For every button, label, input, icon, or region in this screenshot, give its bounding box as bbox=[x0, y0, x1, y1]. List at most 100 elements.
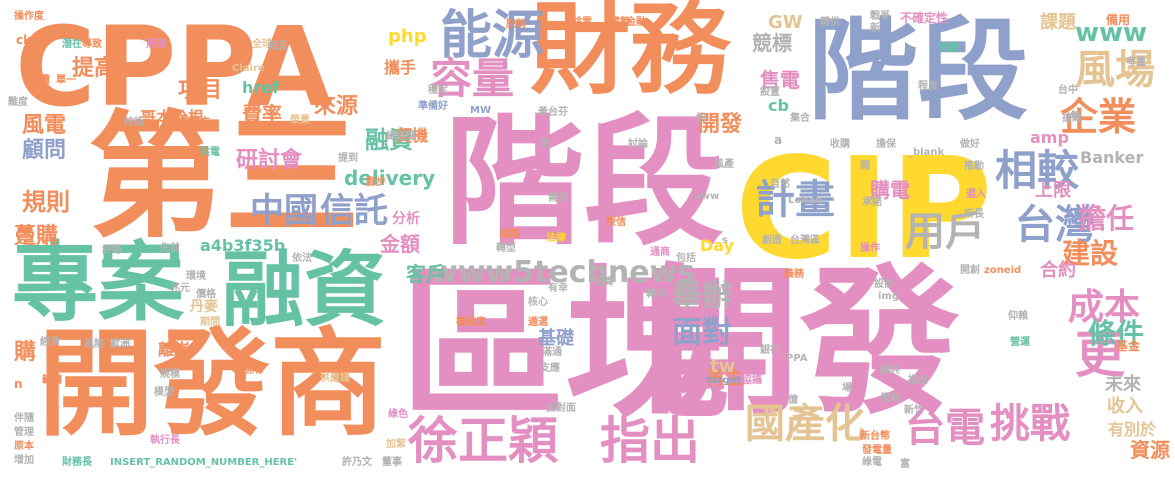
cloud-word: 能源 bbox=[440, 6, 545, 66]
cloud-word: 再生 bbox=[707, 368, 743, 389]
cloud-word: 程度 bbox=[918, 81, 938, 92]
cloud-word: PPA bbox=[786, 353, 808, 364]
cloud-word: 區塊 bbox=[400, 249, 730, 441]
cloud-word: 通商 bbox=[650, 247, 670, 258]
cloud-word: 競標 bbox=[752, 31, 792, 55]
cloud-word: 操作 bbox=[860, 243, 880, 254]
cloud-word: 黃台芬 bbox=[538, 107, 568, 118]
cloud-word: _blank bbox=[908, 147, 945, 158]
cloud-word: 價格 bbox=[196, 289, 216, 300]
cloud-word: www5technews bbox=[430, 255, 696, 290]
cloud-word: 中國 bbox=[250, 191, 318, 231]
cloud-word: 徐正穎 bbox=[408, 412, 558, 470]
cloud-word: 金額 bbox=[380, 232, 420, 256]
cloud-word: 趨勢 bbox=[610, 17, 630, 28]
cloud-word: 億 bbox=[788, 395, 798, 406]
cloud-word: 依法 bbox=[292, 253, 312, 264]
cloud-word: 所長 bbox=[964, 209, 984, 220]
cloud-word: 離岸 bbox=[158, 340, 191, 359]
cloud-word: 成本 bbox=[1068, 287, 1141, 328]
cloud-word: 先前 bbox=[160, 243, 180, 254]
cloud-word: INSERT_RANDOM_NUMBER_HERE' bbox=[110, 457, 298, 468]
cloud-word: 合約 bbox=[1040, 260, 1076, 281]
cloud-word: CIP bbox=[735, 128, 993, 291]
cloud-word: MW bbox=[470, 105, 491, 116]
cloud-word: 協議 bbox=[742, 375, 762, 386]
cloud-word: 延攬 bbox=[30, 75, 50, 86]
cloud-word: 單一 bbox=[56, 75, 76, 86]
cloud-word: 考量 bbox=[1126, 57, 1146, 68]
cloud-word: Lohan bbox=[788, 195, 823, 206]
cloud-word: 國產化 bbox=[745, 401, 865, 447]
cloud-word: 法律 bbox=[546, 233, 566, 244]
cloud-word: 事務所 bbox=[232, 365, 262, 376]
cloud-word: 融資 bbox=[222, 243, 387, 338]
cloud-word: a4b3f35b bbox=[200, 236, 286, 255]
cloud-word: 授信 bbox=[606, 217, 626, 228]
cloud-word: 第三 bbox=[88, 99, 360, 257]
cloud-word: cb bbox=[768, 96, 789, 115]
cloud-word: 台中 bbox=[1058, 85, 1078, 96]
cloud-word: 執行長 bbox=[150, 435, 180, 446]
cloud-word: 許乃文 bbox=[342, 457, 372, 468]
cloud-word: 規則 bbox=[22, 188, 70, 216]
cloud-word: 購 bbox=[14, 340, 37, 365]
cloud-word: 承諾 bbox=[862, 197, 882, 208]
cloud-word: 丹麥 bbox=[190, 299, 218, 315]
cloud-word: 信託 bbox=[320, 191, 388, 231]
cloud-word: 計畫 bbox=[755, 177, 835, 223]
cloud-word: 雨 bbox=[540, 139, 550, 150]
cloud-word: 操作度 bbox=[14, 11, 44, 22]
cloud-word: 售電 bbox=[760, 68, 800, 92]
cloud-word: 新台幣 bbox=[860, 431, 890, 442]
cloud-word: 財務長 bbox=[62, 457, 92, 468]
cloud-word: 風場 bbox=[1075, 47, 1155, 93]
cloud-word: 基金 bbox=[1116, 339, 1141, 353]
cloud-word: 發電量 bbox=[862, 445, 892, 456]
cloud-word: 範疇 bbox=[42, 375, 62, 386]
cloud-word: 準備好 bbox=[418, 101, 448, 112]
cloud-word: n bbox=[14, 377, 23, 391]
cloud-word: 增加 bbox=[14, 455, 34, 466]
cloud-word: 建設 bbox=[1062, 237, 1119, 270]
cloud-word: 設置 bbox=[760, 87, 780, 98]
cloud-word: 腳步 bbox=[366, 177, 386, 188]
cloud-word: 討論 bbox=[628, 139, 648, 150]
cloud-word: 供電 bbox=[200, 147, 220, 158]
cloud-word: 競價 bbox=[146, 39, 166, 50]
cloud-word: 持續 bbox=[938, 43, 958, 54]
cloud-word: 難度 bbox=[8, 97, 28, 108]
cloud-word: 自然 bbox=[770, 179, 790, 190]
cloud-word: 階段 bbox=[808, 7, 1028, 135]
cloud-word: 董事 bbox=[382, 457, 402, 468]
cloud-word: 開創 bbox=[960, 265, 980, 276]
cloud-word: 估算 bbox=[594, 277, 614, 288]
cloud-word: 滿通 bbox=[542, 347, 562, 358]
cloud-word: 選入 bbox=[966, 189, 986, 200]
cloud-word: 客戶 bbox=[406, 262, 446, 286]
cloud-word: aww bbox=[694, 191, 720, 202]
cloud-word: 複雜度 bbox=[456, 317, 486, 328]
cloud-word: 潛在 bbox=[62, 39, 82, 50]
cloud-word: 相互 bbox=[268, 41, 288, 52]
cloud-word: 岸 bbox=[198, 211, 208, 222]
cloud-word: 契機 bbox=[396, 126, 429, 145]
cloud-word: 指出 bbox=[600, 412, 700, 470]
cloud-word: 國際 bbox=[500, 229, 520, 240]
cloud-word: 伴隨 bbox=[14, 413, 34, 424]
cloud-word: 開發 bbox=[640, 249, 961, 436]
cloud-word: 歐洲 bbox=[110, 339, 130, 350]
cloud-word: 提到 bbox=[338, 153, 358, 164]
cloud-word: 發電方 bbox=[180, 117, 210, 128]
cloud-word: 收購 bbox=[830, 139, 850, 150]
cloud-word: 開發商 bbox=[38, 317, 386, 452]
cloud-word: s bbox=[722, 235, 728, 246]
cloud-word: 風險 bbox=[84, 339, 104, 350]
cloud-word: 年 bbox=[1070, 111, 1080, 122]
cloud-word: 上限 bbox=[1035, 180, 1071, 201]
cloud-word: 供應鏈 bbox=[320, 373, 350, 384]
cloud-word: CPPA bbox=[15, 3, 333, 131]
cloud-word: 金融 bbox=[626, 17, 646, 28]
cloud-word: Claire bbox=[232, 63, 265, 74]
cloud-word: 做好 bbox=[960, 139, 980, 150]
